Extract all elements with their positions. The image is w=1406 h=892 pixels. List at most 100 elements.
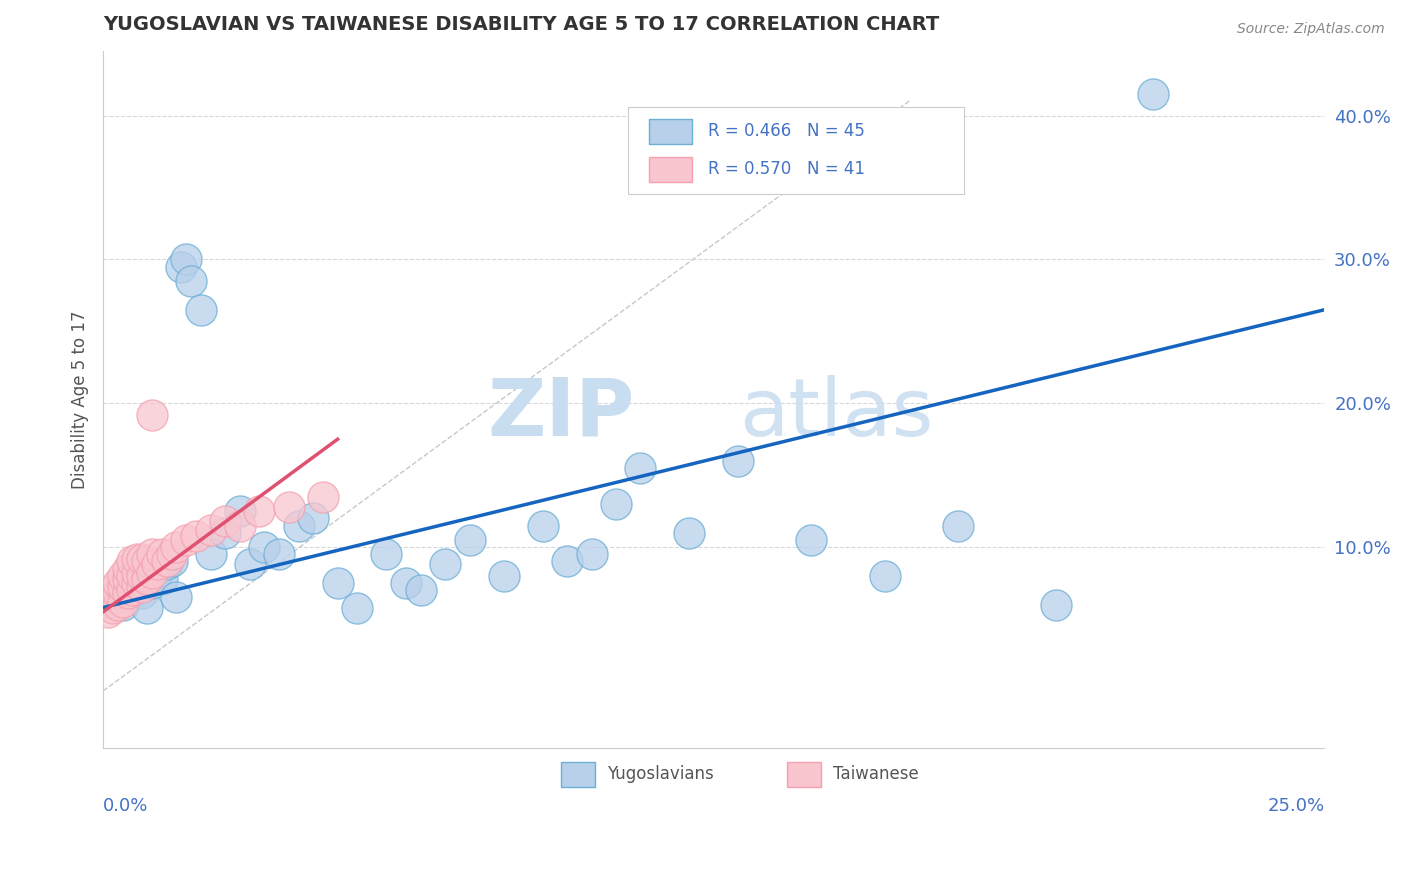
Point	[101, 600, 124, 615]
Point	[214, 525, 236, 540]
Point	[160, 554, 183, 568]
Point	[873, 569, 896, 583]
Point	[127, 576, 149, 591]
Point	[555, 554, 578, 568]
Point	[184, 528, 207, 542]
Point	[326, 576, 349, 591]
Point	[156, 554, 179, 568]
Point	[121, 569, 143, 583]
Point	[630, 461, 652, 475]
Point	[165, 591, 187, 605]
Point	[146, 566, 169, 580]
Point	[458, 533, 481, 547]
Point	[156, 558, 179, 572]
Point	[141, 547, 163, 561]
Point	[1045, 598, 1067, 612]
Point	[127, 580, 149, 594]
Point	[141, 566, 163, 580]
Point	[165, 540, 187, 554]
Point	[253, 540, 276, 554]
Text: ZIP: ZIP	[486, 375, 634, 452]
Bar	[561, 763, 595, 787]
Point	[1142, 87, 1164, 101]
Point	[605, 497, 627, 511]
Point	[107, 576, 129, 591]
Point	[174, 252, 197, 267]
Point	[581, 547, 603, 561]
Point	[101, 591, 124, 605]
Point	[312, 490, 335, 504]
Point	[249, 504, 271, 518]
Bar	[650, 157, 692, 182]
Point	[107, 598, 129, 612]
Point	[174, 533, 197, 547]
Point	[146, 558, 169, 572]
Point	[111, 569, 134, 583]
Point	[136, 554, 159, 568]
Text: Yugoslavians: Yugoslavians	[607, 765, 714, 783]
Point	[200, 523, 222, 537]
Point	[200, 547, 222, 561]
Point	[492, 569, 515, 583]
Text: 0.0%: 0.0%	[103, 797, 149, 815]
Point	[121, 583, 143, 598]
Point	[229, 504, 252, 518]
Point	[131, 569, 153, 583]
Text: Taiwanese: Taiwanese	[834, 765, 920, 783]
Text: YUGOSLAVIAN VS TAIWANESE DISABILITY AGE 5 TO 17 CORRELATION CHART: YUGOSLAVIAN VS TAIWANESE DISABILITY AGE …	[103, 15, 939, 34]
Point	[214, 514, 236, 528]
Point	[121, 554, 143, 568]
Point	[136, 572, 159, 586]
Point	[180, 274, 202, 288]
Point	[117, 572, 139, 586]
Point	[107, 586, 129, 600]
Point	[107, 591, 129, 605]
Bar	[787, 763, 821, 787]
Point	[111, 580, 134, 594]
Point	[946, 518, 969, 533]
Point	[101, 583, 124, 598]
Point	[131, 586, 153, 600]
Text: Source: ZipAtlas.com: Source: ZipAtlas.com	[1237, 22, 1385, 37]
Point	[160, 547, 183, 561]
Point	[150, 572, 173, 586]
Point	[117, 562, 139, 576]
Point	[277, 500, 299, 514]
Point	[141, 408, 163, 422]
Point	[409, 583, 432, 598]
Point	[117, 586, 139, 600]
Point	[136, 600, 159, 615]
Point	[117, 583, 139, 598]
Point	[97, 605, 120, 619]
Point	[531, 518, 554, 533]
Point	[111, 595, 134, 609]
Y-axis label: Disability Age 5 to 17: Disability Age 5 to 17	[72, 310, 89, 489]
Point	[346, 600, 368, 615]
Point	[302, 511, 325, 525]
Point	[131, 580, 153, 594]
Point	[239, 558, 262, 572]
Point	[727, 454, 749, 468]
Point	[287, 518, 309, 533]
Point	[131, 551, 153, 566]
Point	[395, 576, 418, 591]
Text: atlas: atlas	[738, 375, 934, 452]
Point	[121, 586, 143, 600]
Point	[190, 302, 212, 317]
Point	[267, 547, 290, 561]
Point	[434, 558, 457, 572]
Point	[127, 551, 149, 566]
Text: 25.0%: 25.0%	[1267, 797, 1324, 815]
Point	[170, 260, 193, 274]
Point	[375, 547, 398, 561]
Point	[97, 595, 120, 609]
Point	[800, 533, 823, 547]
Point	[141, 576, 163, 591]
FancyBboxPatch shape	[628, 107, 965, 194]
Point	[678, 525, 700, 540]
Bar	[650, 119, 692, 144]
Point	[150, 547, 173, 561]
Text: R = 0.466   N = 45: R = 0.466 N = 45	[707, 122, 865, 140]
Point	[127, 566, 149, 580]
Point	[229, 518, 252, 533]
